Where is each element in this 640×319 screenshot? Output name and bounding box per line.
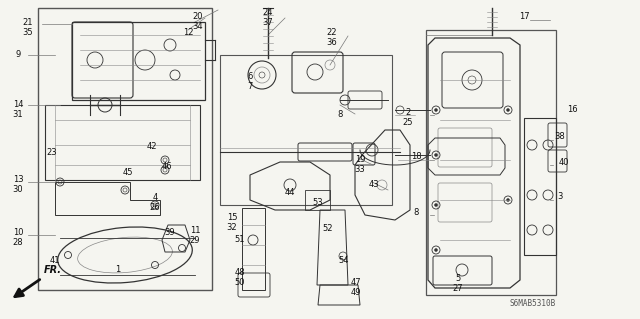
- Circle shape: [435, 204, 438, 206]
- Text: 42: 42: [147, 142, 157, 151]
- Text: 48
50: 48 50: [235, 268, 245, 287]
- Text: FR.: FR.: [44, 265, 62, 275]
- Text: 3: 3: [557, 192, 563, 201]
- Text: 1: 1: [115, 265, 120, 274]
- Text: 8: 8: [413, 208, 419, 217]
- Bar: [38, 8, 212, 290]
- Text: 45: 45: [123, 168, 133, 177]
- Text: 47
49: 47 49: [351, 278, 362, 297]
- Text: 14
31: 14 31: [13, 100, 23, 119]
- Text: 13
30: 13 30: [13, 175, 23, 194]
- Text: 40: 40: [559, 158, 569, 167]
- Text: S6MAB5310B: S6MAB5310B: [509, 299, 556, 308]
- Text: 44: 44: [285, 188, 295, 197]
- Text: 21
35: 21 35: [22, 18, 33, 37]
- Text: 10
28: 10 28: [13, 228, 23, 247]
- Circle shape: [435, 153, 438, 157]
- Text: 53: 53: [313, 198, 323, 207]
- Text: 43: 43: [369, 180, 380, 189]
- Circle shape: [506, 108, 509, 112]
- Text: 39: 39: [164, 228, 175, 237]
- Text: 24
37: 24 37: [262, 8, 273, 27]
- Text: 46: 46: [162, 162, 172, 171]
- Text: 38: 38: [555, 132, 565, 141]
- Text: 4
26: 4 26: [150, 193, 160, 212]
- Text: 5
27: 5 27: [452, 274, 463, 293]
- Text: 2
25: 2 25: [403, 108, 413, 127]
- Text: 52: 52: [323, 224, 333, 233]
- Text: 18: 18: [411, 152, 421, 161]
- Text: 9: 9: [15, 50, 20, 59]
- Circle shape: [435, 249, 438, 251]
- Text: 20
34: 20 34: [193, 12, 204, 31]
- Text: 16: 16: [566, 105, 577, 114]
- Text: 41: 41: [50, 256, 60, 265]
- Text: 17: 17: [518, 12, 529, 21]
- Text: 6
7: 6 7: [247, 72, 253, 91]
- Bar: [220, 55, 392, 205]
- Text: 15
32: 15 32: [227, 213, 237, 232]
- Text: 12: 12: [183, 28, 193, 37]
- Text: 23: 23: [47, 148, 58, 157]
- Text: 19
33: 19 33: [355, 155, 365, 174]
- Text: 51: 51: [235, 235, 245, 244]
- Circle shape: [435, 108, 438, 112]
- Text: 54: 54: [339, 256, 349, 265]
- Circle shape: [506, 198, 509, 202]
- Text: 8: 8: [337, 110, 342, 119]
- Text: 22
36: 22 36: [326, 28, 337, 47]
- Text: 11
29: 11 29: [189, 226, 200, 245]
- Bar: [426, 30, 556, 295]
